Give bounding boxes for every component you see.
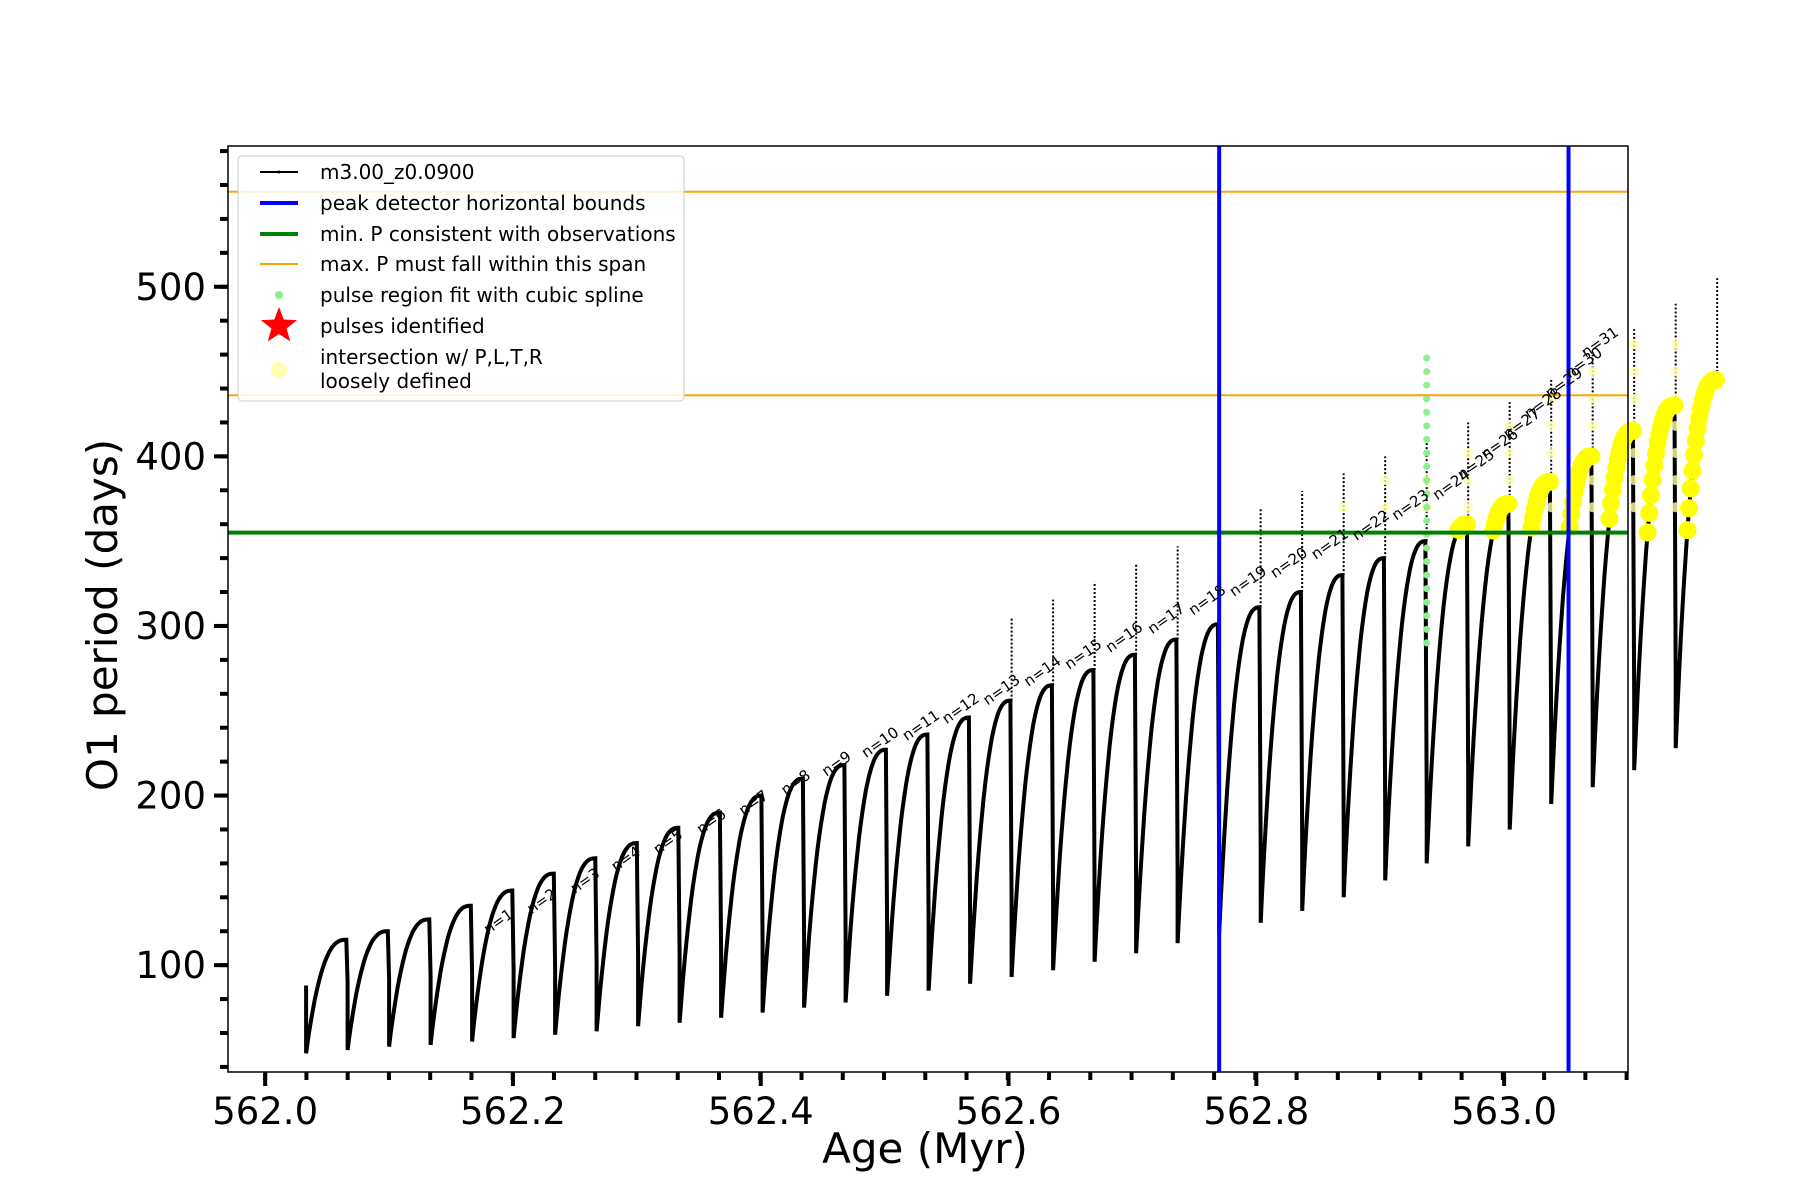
spline-point bbox=[1423, 598, 1431, 606]
intersection-marker bbox=[1678, 521, 1697, 540]
loose-marker bbox=[1629, 475, 1640, 486]
axes: 562.0 562.2 562.4 562.6 562.8 563.0 100 200 300 4… bbox=[135, 145, 1629, 1133]
loose-marker bbox=[1546, 502, 1557, 513]
loose-marker bbox=[1338, 502, 1349, 513]
loose-marker bbox=[1670, 502, 1681, 513]
spline-point bbox=[1423, 422, 1431, 430]
spline-point bbox=[1423, 558, 1431, 566]
intersection-marker bbox=[1499, 494, 1518, 513]
legend-label: loosely defined bbox=[320, 369, 472, 393]
loose-marker bbox=[1504, 420, 1515, 431]
legend-label: pulse region fit with cubic spline bbox=[320, 283, 644, 307]
x-tick-label: 562.6 bbox=[956, 1090, 1062, 1133]
intersection-marker bbox=[1683, 461, 1702, 480]
spline-point bbox=[1423, 476, 1431, 484]
spline-point bbox=[1423, 625, 1431, 633]
loose-marker bbox=[1587, 366, 1598, 377]
series-line bbox=[304, 378, 1717, 1054]
loose-marker bbox=[1587, 420, 1598, 431]
spline-point bbox=[1423, 463, 1431, 471]
intersection-marker bbox=[1623, 421, 1642, 440]
spline-point bbox=[1423, 395, 1431, 403]
loose-marker bbox=[1504, 447, 1515, 458]
loose-marker bbox=[1380, 502, 1391, 513]
intersection-marker bbox=[1641, 486, 1660, 505]
spline-point bbox=[1423, 381, 1431, 389]
loose-marker bbox=[1629, 393, 1640, 404]
spline-point bbox=[1423, 490, 1431, 498]
intersection-marker bbox=[1602, 494, 1621, 513]
loose-marker bbox=[1463, 475, 1474, 486]
loose-marker bbox=[1504, 475, 1515, 486]
x-tick-label: 562.8 bbox=[1203, 1090, 1309, 1133]
loose-marker bbox=[1629, 502, 1640, 513]
loose-marker bbox=[1670, 420, 1681, 431]
intersection-marker bbox=[1582, 447, 1601, 466]
legend-label: peak detector horizontal bounds bbox=[320, 191, 646, 215]
loose-marker bbox=[1670, 475, 1681, 486]
intersection-marker bbox=[1706, 371, 1725, 390]
intersection-marker bbox=[1681, 479, 1700, 498]
legend-label: min. P consistent with observations bbox=[320, 222, 676, 246]
loose-marker bbox=[1670, 447, 1681, 458]
y-tick-label: 300 bbox=[135, 605, 206, 648]
legend-label: max. P must fall within this span bbox=[320, 252, 646, 276]
loose-marker bbox=[1463, 502, 1474, 513]
y-tick-label: 200 bbox=[135, 775, 206, 818]
intersection-marker bbox=[1638, 523, 1657, 542]
intersection-marker bbox=[1665, 396, 1684, 415]
spline-point bbox=[1423, 354, 1431, 362]
legend-swatch-spline bbox=[275, 291, 283, 299]
x-tick-label: 562.4 bbox=[708, 1090, 814, 1133]
loose-marker bbox=[1587, 475, 1598, 486]
spline-point bbox=[1423, 585, 1431, 593]
loose-marker bbox=[1670, 366, 1681, 377]
spline-point bbox=[1423, 449, 1431, 457]
x-tick-label: 563.0 bbox=[1451, 1090, 1557, 1133]
spline-point bbox=[1423, 517, 1431, 525]
intersection-marker bbox=[1640, 503, 1659, 522]
y-tick-label: 100 bbox=[135, 944, 206, 987]
x-axis-title: Age (Myr) bbox=[822, 1124, 1028, 1173]
y-tick-label: 400 bbox=[135, 435, 206, 478]
legend-swatch-intersection bbox=[271, 362, 287, 378]
legend-label: intersection w/ P,L,T,R bbox=[320, 345, 543, 369]
spline-point bbox=[1423, 639, 1431, 647]
legend-box bbox=[237, 155, 685, 402]
loose-marker bbox=[1380, 475, 1391, 486]
loose-marker bbox=[1546, 420, 1557, 431]
x-tick-label: 562.0 bbox=[212, 1090, 318, 1133]
loose-marker bbox=[1587, 502, 1598, 513]
intersection-marker bbox=[1540, 472, 1559, 491]
loose-marker bbox=[1629, 366, 1640, 377]
loose-marker bbox=[1546, 447, 1557, 458]
legend-swatch-pulses bbox=[260, 307, 298, 342]
spline-point bbox=[1423, 368, 1431, 376]
spline-point bbox=[1423, 544, 1431, 552]
plot-frame bbox=[227, 145, 1629, 1073]
intersection-marker bbox=[1643, 470, 1662, 489]
loose-marker bbox=[1629, 339, 1640, 350]
loose-marker bbox=[1670, 339, 1681, 350]
x-tick-label: 562.2 bbox=[460, 1090, 566, 1133]
y-axis-title: O1 period (days) bbox=[78, 439, 127, 791]
intersection-marker bbox=[1600, 509, 1619, 528]
spline-point bbox=[1423, 408, 1431, 416]
legend-label: pulses identified bbox=[320, 314, 485, 338]
spline-point bbox=[1423, 435, 1431, 443]
intersection-marker bbox=[1685, 445, 1704, 464]
spline-point bbox=[1423, 571, 1431, 579]
spline-point bbox=[1423, 612, 1431, 620]
intersection-marker bbox=[1457, 515, 1476, 534]
legend-swatch-series-dot bbox=[277, 170, 281, 174]
legend-label: m3.00_z0.0900 bbox=[320, 160, 475, 184]
loose-marker bbox=[1629, 447, 1640, 458]
spline-point bbox=[1423, 503, 1431, 511]
intersection-marker bbox=[1680, 499, 1699, 518]
y-tick-label: 500 bbox=[135, 266, 206, 309]
loose-marker bbox=[1463, 447, 1474, 458]
